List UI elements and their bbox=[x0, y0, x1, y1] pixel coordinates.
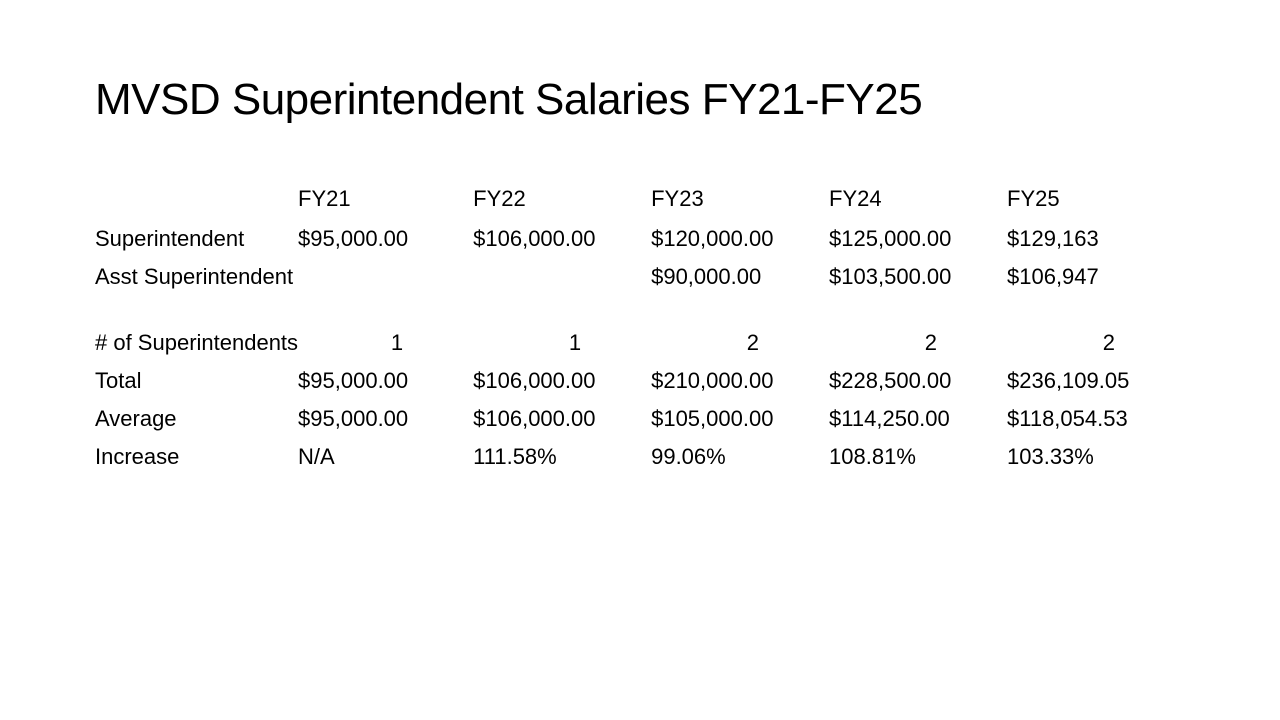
cell: $95,000.00 bbox=[298, 220, 473, 258]
cell: $236,109.05 bbox=[1007, 362, 1185, 400]
header-fy22: FY22 bbox=[473, 180, 651, 220]
cell: 99.06% bbox=[651, 438, 829, 476]
cell: $210,000.00 bbox=[651, 362, 829, 400]
header-empty bbox=[95, 180, 298, 220]
cell: 1 bbox=[473, 324, 651, 362]
table-row: Total $95,000.00 $106,000.00 $210,000.00… bbox=[95, 362, 1185, 400]
salary-table: FY21 FY22 FY23 FY24 FY25 Superintendent … bbox=[95, 180, 1185, 476]
table-row: Increase N/A 111.58% 99.06% 108.81% 103.… bbox=[95, 438, 1185, 476]
cell: $120,000.00 bbox=[651, 220, 829, 258]
cell bbox=[298, 258, 473, 296]
cell: 1 bbox=[298, 324, 473, 362]
table-header-row: FY21 FY22 FY23 FY24 FY25 bbox=[95, 180, 1185, 220]
table-row: # of Superintendents 1 1 2 2 2 bbox=[95, 324, 1185, 362]
cell: $106,000.00 bbox=[473, 220, 651, 258]
cell: 2 bbox=[1007, 324, 1185, 362]
cell: $106,000.00 bbox=[473, 400, 651, 438]
row-label-count: # of Superintendents bbox=[95, 324, 298, 362]
cell: $106,000.00 bbox=[473, 362, 651, 400]
cell: $105,000.00 bbox=[651, 400, 829, 438]
row-label-total: Total bbox=[95, 362, 298, 400]
cell: $95,000.00 bbox=[298, 400, 473, 438]
cell: 2 bbox=[651, 324, 829, 362]
cell: $125,000.00 bbox=[829, 220, 1007, 258]
spacer-row bbox=[95, 296, 1185, 324]
cell: $95,000.00 bbox=[298, 362, 473, 400]
cell: $103,500.00 bbox=[829, 258, 1007, 296]
cell: $228,500.00 bbox=[829, 362, 1007, 400]
cell bbox=[473, 258, 651, 296]
cell: 2 bbox=[829, 324, 1007, 362]
cell: N/A bbox=[298, 438, 473, 476]
cell: $114,250.00 bbox=[829, 400, 1007, 438]
table-row: Asst Superintendent $90,000.00 $103,500.… bbox=[95, 258, 1185, 296]
header-fy23: FY23 bbox=[651, 180, 829, 220]
row-label-asst-superintendent: Asst Superintendent bbox=[95, 258, 298, 296]
cell: 111.58% bbox=[473, 438, 651, 476]
cell: $90,000.00 bbox=[651, 258, 829, 296]
cell: 108.81% bbox=[829, 438, 1007, 476]
cell: $118,054.53 bbox=[1007, 400, 1185, 438]
table-row: Superintendent $95,000.00 $106,000.00 $1… bbox=[95, 220, 1185, 258]
row-label-average: Average bbox=[95, 400, 298, 438]
table-row: Average $95,000.00 $106,000.00 $105,000.… bbox=[95, 400, 1185, 438]
cell: $106,947 bbox=[1007, 258, 1185, 296]
header-fy24: FY24 bbox=[829, 180, 1007, 220]
page-title: MVSD Superintendent Salaries FY21-FY25 bbox=[95, 75, 1185, 125]
header-fy21: FY21 bbox=[298, 180, 473, 220]
cell: $129,163 bbox=[1007, 220, 1185, 258]
row-label-increase: Increase bbox=[95, 438, 298, 476]
row-label-superintendent: Superintendent bbox=[95, 220, 298, 258]
cell: 103.33% bbox=[1007, 438, 1185, 476]
header-fy25: FY25 bbox=[1007, 180, 1185, 220]
